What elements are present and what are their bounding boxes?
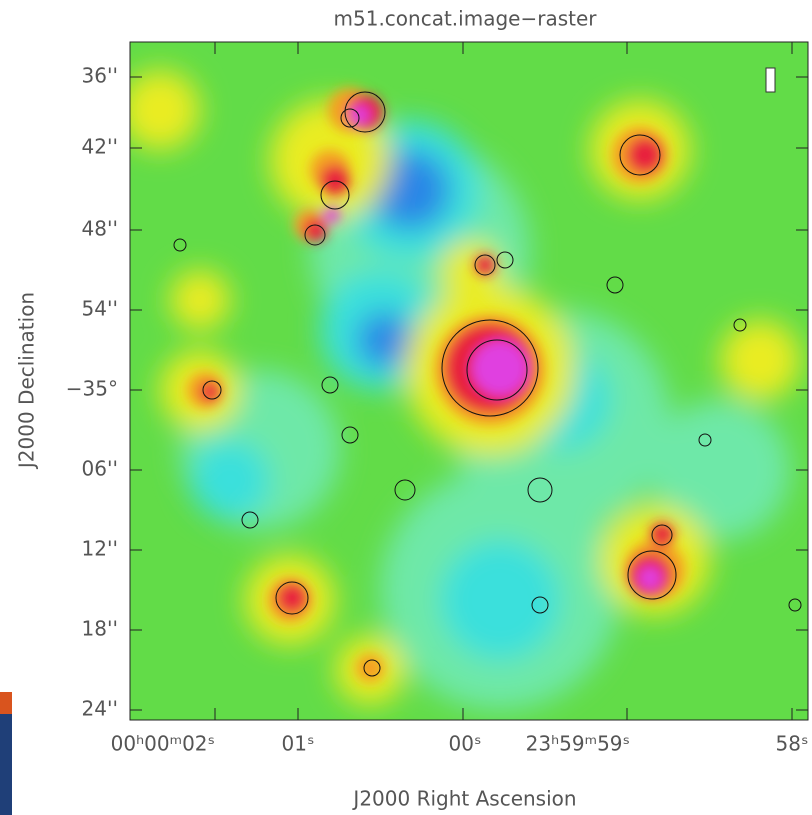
y-tick-label: 48'' [82,217,118,241]
y-tick-label: 36'' [82,64,118,88]
y-tick-label: 12'' [82,537,118,561]
edge-artifact [0,692,12,714]
edge-artifact [0,714,12,815]
y-tick-label: 18'' [82,617,118,641]
x-tick-label: 58ˢ [776,732,809,756]
x-tick-label: 23ʰ59ᵐ59ˢ [526,732,630,756]
emission [650,523,674,547]
x-tick-label: 00ʰ00ᵐ02ˢ [111,732,215,756]
y-tick-label: 24'' [82,697,118,721]
emission [638,566,662,590]
emission [357,312,413,368]
emission [277,583,307,613]
raster-image [120,42,808,720]
emission [170,270,230,330]
y-tick-label: 42'' [82,135,118,159]
emission [120,70,200,150]
x-tick-label: 00ˢ [449,732,482,756]
y-tick-label: 06'' [82,457,118,481]
y-tick-label: −35° [66,377,118,401]
emission [350,105,370,125]
y-tick-label: 54'' [82,297,118,321]
emission [472,340,528,396]
emission [320,165,350,195]
title: m51.concat.image−raster [334,7,598,31]
emission [190,440,270,520]
page: {"plot": { "title": "m51.concat.image−ra… [0,0,812,815]
emission [324,207,340,223]
panel-marker [766,68,775,92]
emission [627,137,663,173]
x-axis-label: J2000 Right Ascension [351,787,576,811]
x-tick-label: 01ˢ [282,732,315,756]
emission [720,320,800,400]
emission [440,540,560,660]
viewer: m51.concat.image−raster J2000 Right Asce… [0,0,812,815]
y-axis-label: J2000 Declination [15,292,39,470]
